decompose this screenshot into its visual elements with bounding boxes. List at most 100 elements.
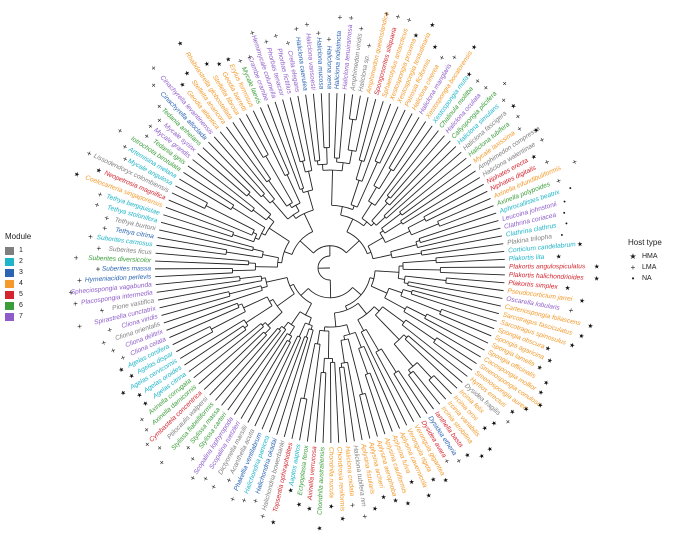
tree-branch	[400, 170, 476, 222]
tree-branch	[215, 328, 279, 401]
tree-branch	[439, 313, 492, 337]
tree-branch-arc	[379, 232, 386, 243]
module-label: 5	[19, 291, 23, 298]
host-type-marker: ★	[594, 275, 600, 283]
tree-branch	[418, 212, 497, 239]
host-type-marker: ★	[485, 444, 495, 454]
tree-branch-arc	[322, 169, 343, 172]
host-type-marker: ★	[544, 344, 552, 354]
tree-branch-arc	[258, 227, 266, 240]
tree-branch	[402, 289, 412, 293]
tree-branch-arc	[319, 329, 329, 332]
host-type-marker: ★	[338, 516, 346, 522]
tip-label: Chondrilla australiensis	[317, 446, 327, 515]
tree-branch-arc	[386, 195, 391, 199]
module-swatch	[5, 290, 14, 299]
host-type-marker: ★	[529, 152, 538, 162]
host-type-marker: +	[101, 224, 108, 233]
tree-branch-arc	[265, 214, 272, 221]
tree-branch	[323, 358, 325, 373]
host-type-marker: +	[115, 126, 124, 136]
tree-branch	[160, 221, 254, 248]
tree-branch	[261, 232, 266, 236]
host-type-marker: ★	[391, 497, 400, 505]
tree-branch-arc	[341, 361, 348, 364]
tree-branch	[298, 322, 306, 337]
tree-branch	[402, 177, 481, 225]
tree-branch	[437, 198, 491, 222]
tree-branch	[289, 204, 293, 208]
tree-branch	[385, 230, 410, 243]
tree-branch	[284, 251, 293, 255]
tree-branch	[265, 155, 293, 203]
tree-branch	[393, 121, 427, 172]
tip-label: Plakortis halichondrioides	[509, 272, 585, 282]
host-type-marker: ★	[587, 322, 595, 331]
host-type-marker: +	[99, 306, 106, 315]
host-type-marker: +	[450, 53, 460, 62]
tree-branch-arc	[368, 200, 376, 206]
tree-branch	[248, 193, 272, 215]
tree-branch	[305, 303, 312, 316]
tree-branch	[229, 285, 262, 295]
tree-branch	[352, 205, 355, 210]
module-label: 6	[19, 302, 23, 309]
tree-branch-arc	[415, 241, 418, 248]
host-type-marker: +	[405, 16, 414, 24]
module-label: 4	[19, 280, 23, 287]
tree-branch	[404, 282, 409, 285]
tree-branch-arc	[324, 324, 347, 328]
tree-branch	[367, 237, 384, 247]
tree-branch-arc	[404, 335, 409, 340]
tree-branch	[433, 375, 452, 395]
tree-branch-arc	[209, 326, 214, 333]
tree-branch	[244, 325, 249, 329]
tree-branch	[202, 147, 251, 193]
module-swatch	[5, 246, 14, 255]
host-type-symbol: ★	[629, 252, 637, 261]
tree-branch	[283, 329, 314, 438]
host-type-marker: ★	[305, 505, 313, 512]
tree-branch	[232, 234, 254, 243]
tree-branch-arc	[383, 215, 387, 219]
tree-branch	[375, 351, 415, 422]
host-type-marker: •	[564, 220, 569, 229]
module-legend-item: 2	[5, 256, 31, 267]
tree-branch	[245, 305, 273, 324]
tree-branch	[401, 324, 468, 377]
tree-branch	[355, 97, 369, 152]
module-legend-item: 6	[5, 300, 31, 311]
tree-branch-arc	[408, 370, 414, 376]
tree-branch	[446, 277, 505, 284]
tree-branch-arc	[361, 218, 372, 227]
host-type-marker: ★	[117, 365, 126, 375]
tree-branch	[412, 289, 500, 315]
host-type-legend: Host type ★ HMA + LMA • NA	[628, 238, 662, 284]
tip-label: Hymeniacidon perlevis	[85, 273, 152, 283]
tree-branch-arc	[264, 322, 271, 329]
tree-branch-arc	[314, 160, 320, 162]
host-type-marker: ★	[135, 390, 144, 400]
tree-branch	[183, 171, 235, 206]
host-type-marker: ★	[578, 331, 586, 340]
host-type-marker: ★	[568, 341, 576, 350]
host-type-marker: ★	[119, 388, 128, 398]
tree-branch	[262, 254, 279, 259]
tree-branch	[268, 336, 306, 433]
tree-branch-arc	[358, 345, 365, 349]
tree-branch	[339, 367, 348, 443]
tree-branch-arc	[291, 202, 301, 209]
tree-branch	[300, 288, 309, 296]
tree-branch	[245, 114, 269, 155]
tree-branch	[291, 397, 302, 439]
tree-branch	[367, 251, 372, 255]
host-type-marker: +	[499, 96, 508, 106]
tree-branch-arc	[433, 337, 438, 343]
tree-branch	[411, 223, 439, 236]
tree-branch	[205, 205, 255, 231]
tree-branch-arc	[272, 299, 283, 313]
tree-branch-arc	[263, 154, 269, 158]
tree-branch	[276, 337, 309, 435]
tree-branch-arc	[243, 319, 249, 326]
